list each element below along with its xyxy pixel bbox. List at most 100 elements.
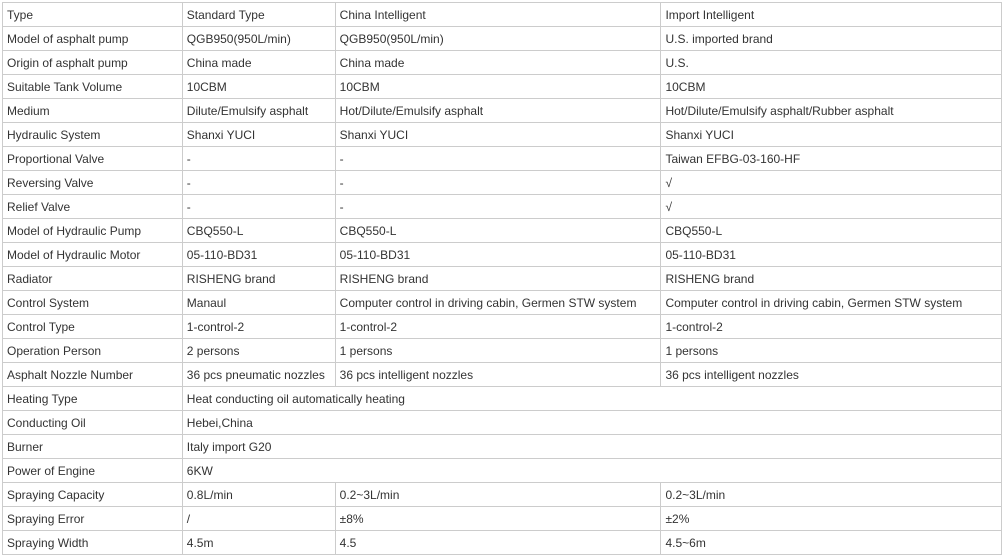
row-value-china-intelligent: QGB950(950L/min): [335, 27, 661, 51]
row-value-import-intelligent: 05-110-BD31: [661, 243, 1002, 267]
table-row: Power of Engine6KW: [3, 459, 1002, 483]
row-value-china-intelligent: China Intelligent: [335, 3, 661, 27]
table-row: Operation Person2 persons1 persons1 pers…: [3, 339, 1002, 363]
table-row: Proportional Valve--Taiwan EFBG-03-160-H…: [3, 147, 1002, 171]
table-row: Control SystemManaulComputer control in …: [3, 291, 1002, 315]
row-label: Type: [3, 3, 183, 27]
row-value-standard: 36 pcs pneumatic nozzles: [182, 363, 335, 387]
row-value-import-intelligent: √: [661, 171, 1002, 195]
row-label: Model of Hydraulic Pump: [3, 219, 183, 243]
table-row: Origin of asphalt pumpChina madeChina ma…: [3, 51, 1002, 75]
row-value-china-intelligent: ±8%: [335, 507, 661, 531]
row-value-import-intelligent: Shanxi YUCI: [661, 123, 1002, 147]
table-row: Model of asphalt pumpQGB950(950L/min)QGB…: [3, 27, 1002, 51]
row-label: Heating Type: [3, 387, 183, 411]
row-value-import-intelligent: 36 pcs intelligent nozzles: [661, 363, 1002, 387]
row-value-merged: Italy import G20: [182, 435, 1001, 459]
table-row: BurnerItaly import G20: [3, 435, 1002, 459]
table-row: Heating TypeHeat conducting oil automati…: [3, 387, 1002, 411]
row-label: Model of asphalt pump: [3, 27, 183, 51]
row-value-standard: -: [182, 195, 335, 219]
table-row: Conducting OilHebei,China: [3, 411, 1002, 435]
row-value-import-intelligent: U.S.: [661, 51, 1002, 75]
row-value-import-intelligent: Computer control in driving cabin, Germe…: [661, 291, 1002, 315]
row-value-china-intelligent: -: [335, 171, 661, 195]
row-value-china-intelligent: 1-control-2: [335, 315, 661, 339]
row-label: Control System: [3, 291, 183, 315]
row-value-standard: 1-control-2: [182, 315, 335, 339]
table-row: Hydraulic SystemShanxi YUCIShanxi YUCISh…: [3, 123, 1002, 147]
row-value-china-intelligent: -: [335, 195, 661, 219]
table-row: Suitable Tank Volume10CBM10CBM10CBM: [3, 75, 1002, 99]
row-label: Proportional Valve: [3, 147, 183, 171]
row-value-china-intelligent: 05-110-BD31: [335, 243, 661, 267]
table-row: Asphalt Nozzle Number36 pcs pneumatic no…: [3, 363, 1002, 387]
table-row: MediumDilute/Emulsify asphaltHot/Dilute/…: [3, 99, 1002, 123]
row-value-import-intelligent: 1 persons: [661, 339, 1002, 363]
row-value-standard: -: [182, 171, 335, 195]
row-value-merged: Hebei,China: [182, 411, 1001, 435]
row-value-standard: Manaul: [182, 291, 335, 315]
row-value-standard: /: [182, 507, 335, 531]
table-row: RadiatorRISHENG brandRISHENG brandRISHEN…: [3, 267, 1002, 291]
row-label: Control Type: [3, 315, 183, 339]
row-value-china-intelligent: Hot/Dilute/Emulsify asphalt: [335, 99, 661, 123]
row-value-import-intelligent: Import Intelligent: [661, 3, 1002, 27]
row-value-china-intelligent: 36 pcs intelligent nozzles: [335, 363, 661, 387]
row-value-import-intelligent: 0.2~3L/min: [661, 483, 1002, 507]
row-label: Operation Person: [3, 339, 183, 363]
row-value-china-intelligent: 10CBM: [335, 75, 661, 99]
row-value-standard: Standard Type: [182, 3, 335, 27]
row-value-china-intelligent: Computer control in driving cabin, Germe…: [335, 291, 661, 315]
row-label: Origin of asphalt pump: [3, 51, 183, 75]
row-value-import-intelligent: 4.5~6m: [661, 531, 1002, 555]
spec-table: TypeStandard TypeChina IntelligentImport…: [2, 2, 1002, 555]
row-value-standard: 10CBM: [182, 75, 335, 99]
row-value-import-intelligent: 10CBM: [661, 75, 1002, 99]
row-value-import-intelligent: U.S. imported brand: [661, 27, 1002, 51]
spec-table-body: TypeStandard TypeChina IntelligentImport…: [3, 3, 1002, 555]
row-value-standard: 0.8L/min: [182, 483, 335, 507]
row-value-standard: CBQ550-L: [182, 219, 335, 243]
table-row: Spraying Width4.5m4.54.5~6m: [3, 531, 1002, 555]
table-row: Spraying Error/±8%±2%: [3, 507, 1002, 531]
row-value-china-intelligent: CBQ550-L: [335, 219, 661, 243]
table-row: Control Type1-control-21-control-21-cont…: [3, 315, 1002, 339]
row-value-china-intelligent: China made: [335, 51, 661, 75]
row-value-import-intelligent: RISHENG brand: [661, 267, 1002, 291]
row-value-china-intelligent: 4.5: [335, 531, 661, 555]
row-label: Reversing Valve: [3, 171, 183, 195]
table-row: Model of Hydraulic Motor05-110-BD3105-11…: [3, 243, 1002, 267]
table-row: Reversing Valve--√: [3, 171, 1002, 195]
table-row: Relief Valve--√: [3, 195, 1002, 219]
row-value-standard: RISHENG brand: [182, 267, 335, 291]
row-value-import-intelligent: CBQ550-L: [661, 219, 1002, 243]
row-label: Spraying Error: [3, 507, 183, 531]
row-label: Suitable Tank Volume: [3, 75, 183, 99]
row-label: Burner: [3, 435, 183, 459]
row-value-standard: QGB950(950L/min): [182, 27, 335, 51]
row-label: Spraying Capacity: [3, 483, 183, 507]
row-value-import-intelligent: √: [661, 195, 1002, 219]
row-value-import-intelligent: Hot/Dilute/Emulsify asphalt/Rubber aspha…: [661, 99, 1002, 123]
row-value-standard: China made: [182, 51, 335, 75]
row-label: Medium: [3, 99, 183, 123]
row-label: Hydraulic System: [3, 123, 183, 147]
row-label: Power of Engine: [3, 459, 183, 483]
row-value-standard: Shanxi YUCI: [182, 123, 335, 147]
row-value-china-intelligent: 0.2~3L/min: [335, 483, 661, 507]
row-label: Relief Valve: [3, 195, 183, 219]
row-value-china-intelligent: -: [335, 147, 661, 171]
row-value-china-intelligent: Shanxi YUCI: [335, 123, 661, 147]
row-value-import-intelligent: 1-control-2: [661, 315, 1002, 339]
row-value-merged: Heat conducting oil automatically heatin…: [182, 387, 1001, 411]
row-value-standard: Dilute/Emulsify asphalt: [182, 99, 335, 123]
table-row: Model of Hydraulic PumpCBQ550-LCBQ550-LC…: [3, 219, 1002, 243]
row-value-standard: 05-110-BD31: [182, 243, 335, 267]
row-label: Asphalt Nozzle Number: [3, 363, 183, 387]
row-value-import-intelligent: Taiwan EFBG-03-160-HF: [661, 147, 1002, 171]
row-label: Radiator: [3, 267, 183, 291]
table-row: Spraying Capacity0.8L/min0.2~3L/min0.2~3…: [3, 483, 1002, 507]
table-row: TypeStandard TypeChina IntelligentImport…: [3, 3, 1002, 27]
row-label: Model of Hydraulic Motor: [3, 243, 183, 267]
